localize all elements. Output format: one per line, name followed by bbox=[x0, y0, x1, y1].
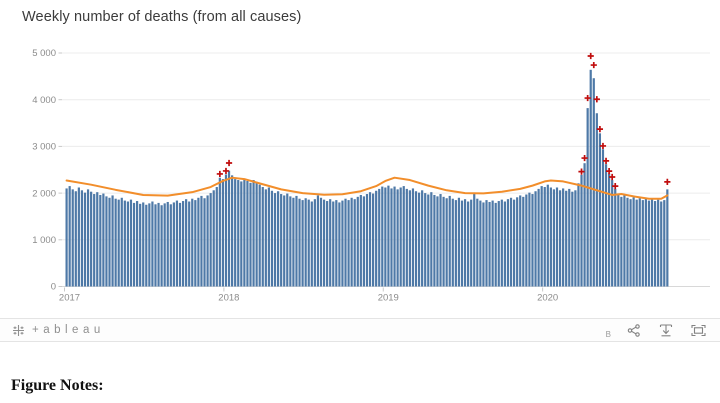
download-button[interactable] bbox=[657, 322, 675, 339]
download-icon bbox=[659, 323, 673, 336]
fullscreen-button[interactable] bbox=[689, 322, 708, 339]
y-axis-tick-label: 5 000 bbox=[32, 48, 56, 59]
y-axis-tick-label: 4 000 bbox=[32, 95, 56, 106]
weekly-deaths-bars bbox=[65, 69, 669, 287]
tableau-viz: Weekly number of deaths (from all causes… bbox=[0, 9, 720, 342]
baseline-line bbox=[65, 176, 669, 200]
x-axis-tick-label: 2020 bbox=[537, 293, 558, 304]
fullscreen-icon bbox=[691, 324, 706, 336]
y-axis-tick-label: 1 000 bbox=[32, 235, 56, 246]
x-axis-tick-label: 2017 bbox=[59, 293, 80, 304]
y-axis-tick-label: 3 000 bbox=[32, 142, 56, 153]
y-axis-tick-label: 0 bbox=[51, 282, 56, 293]
x-axis-tick-label: 2018 bbox=[218, 293, 239, 304]
excess-death-markers bbox=[216, 52, 671, 190]
share-icon bbox=[627, 323, 640, 337]
figure-notes-label: Figure Notes: bbox=[11, 377, 104, 394]
share-button[interactable] bbox=[625, 322, 643, 339]
x-axis: 2017 2018 2019 2020 bbox=[59, 287, 558, 304]
x-axis-tick-label: 2019 bbox=[378, 293, 399, 304]
tableau-logo-text: +ableau bbox=[32, 324, 105, 336]
tableau-logo[interactable]: +ableau bbox=[12, 324, 105, 337]
y-axis-tick-label: 2 000 bbox=[32, 188, 56, 199]
toolbar-badge: B bbox=[605, 329, 611, 339]
tableau-toolbar: +ableau B bbox=[0, 318, 720, 342]
toolbar-actions: B bbox=[606, 322, 708, 339]
tableau-logo-icon bbox=[13, 324, 24, 336]
chart-title: Weekly number of deaths (from all causes… bbox=[22, 9, 302, 25]
